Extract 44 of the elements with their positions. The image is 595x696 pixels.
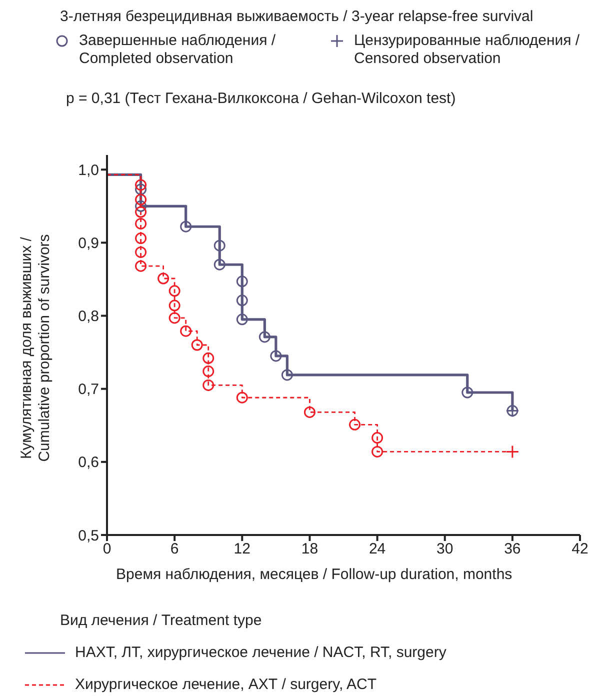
point xyxy=(304,406,316,418)
y-axis-title: Кумулятивная доля выживших / Cumulative proportion of survivors xyxy=(18,234,54,462)
point xyxy=(135,206,147,218)
x-axis-title: Время наблюдения, месяцев / Follow-up duration, months xyxy=(116,566,512,584)
chart-title: 3-летняя безрецидивная выживаемость / 3-year relapse-free survival xyxy=(60,8,534,26)
legend-label: НАХТ, ЛТ, хирургическое лечение / NACT, RT, surgery xyxy=(75,644,446,662)
point xyxy=(168,285,180,297)
point xyxy=(372,432,384,444)
point xyxy=(372,446,384,458)
point xyxy=(168,300,180,312)
point xyxy=(158,272,170,284)
y-tick-label: 0,9 xyxy=(78,235,99,252)
x-tick-label: 42 xyxy=(572,540,588,558)
y-tick-label: 1,0 xyxy=(78,162,99,179)
legend-label: Завершенные наблюдения / Completed observation xyxy=(79,32,276,68)
y-tick-label: 0,8 xyxy=(78,308,99,326)
point xyxy=(180,325,192,337)
point xyxy=(135,260,147,272)
x-tick-label: 18 xyxy=(301,540,318,558)
point xyxy=(202,352,214,364)
point xyxy=(236,392,248,404)
point xyxy=(349,418,361,430)
x-tick-label: 6 xyxy=(170,540,179,558)
x-tick-label: 24 xyxy=(368,540,386,558)
x-tick-label: 36 xyxy=(504,540,521,558)
legend-label: Цензурированные наблюдения / Censored observation xyxy=(354,32,580,68)
point xyxy=(191,339,203,351)
x-tick-label: 0 xyxy=(102,540,112,558)
point xyxy=(168,312,180,324)
y-tick-label: 0,5 xyxy=(78,527,99,544)
point xyxy=(135,179,147,191)
legend-label: Хирургическое лечение, АХТ / surgery, ACT xyxy=(75,676,377,694)
legend-title: Вид лечения / Treatment type xyxy=(60,612,262,630)
point xyxy=(202,366,214,378)
point xyxy=(135,246,147,258)
y-tick-label: 0,6 xyxy=(78,454,99,472)
point xyxy=(202,379,214,391)
x-tick-label: 30 xyxy=(436,540,454,558)
point xyxy=(135,218,147,230)
y-tick-label: 0,7 xyxy=(78,381,99,398)
x-tick-label: 12 xyxy=(234,540,250,558)
text: p = 0,31 (Тест Гехана-Вилкоксона / Gehan-Wilcoxon test) xyxy=(66,90,456,108)
point xyxy=(135,194,147,206)
point xyxy=(135,232,147,244)
